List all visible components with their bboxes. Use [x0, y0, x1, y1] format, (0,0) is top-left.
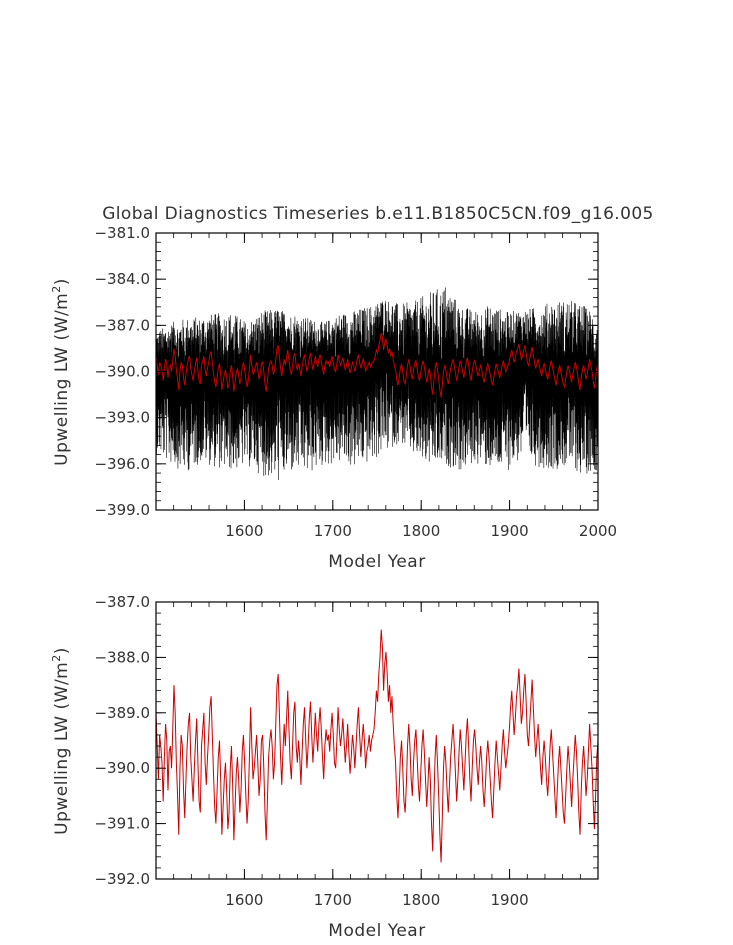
- chart-top: Global Diagnostics Timeseries b.e11.B185…: [50, 204, 654, 572]
- y-tick-label: −388.0: [94, 648, 150, 666]
- y-tick-label: −391.0: [94, 815, 150, 833]
- x-tick-label: 1600: [225, 522, 263, 540]
- series-annual: [155, 629, 599, 863]
- x-tick-label: 1600: [225, 891, 263, 909]
- series-high-frequency: [155, 287, 599, 480]
- y-tick-label: −390.0: [94, 363, 150, 381]
- x-axis-title: Model Year: [328, 552, 425, 572]
- y-axis-title: Upwelling LW (W/m2): [50, 647, 72, 835]
- y-tick-label: −387.0: [94, 593, 150, 611]
- y-tick-label: −384.0: [94, 270, 150, 288]
- x-tick-label: 1700: [314, 891, 352, 909]
- chart-title: Global Diagnostics Timeseries b.e11.B185…: [102, 204, 654, 224]
- chart-bottom: −387.0 −388.0 −389.0 −390.0 −391.0 −392.0 160…: [50, 593, 599, 941]
- y-tick-label: −390.0: [94, 759, 150, 777]
- series-annual: [155, 332, 599, 398]
- x-tick-label: 1900: [491, 522, 529, 540]
- y-axis: −381.0 −384.0 −387.0 −390.0 −393.0 −396.0 −399…: [94, 224, 598, 519]
- x-axis: 1600 1700 1800 1900: [155, 602, 599, 909]
- x-tick-label: 1800: [402, 522, 440, 540]
- x-tick-label: 1900: [491, 891, 529, 909]
- x-tick-label: 1700: [314, 522, 352, 540]
- y-tick-label: −393.0: [94, 409, 150, 427]
- series-line-annual: [155, 629, 599, 863]
- x-tick-label: 2000: [579, 522, 617, 540]
- y-tick-label: −387.0: [94, 316, 150, 334]
- y-tick-label: −399.0: [94, 501, 150, 519]
- plot-frame: [155, 601, 599, 880]
- y-tick-label: −392.0: [94, 870, 150, 888]
- y-tick-label: −381.0: [94, 224, 150, 242]
- y-axis: −387.0 −388.0 −389.0 −390.0 −391.0 −392.0: [94, 593, 598, 888]
- series-line-annual: [155, 332, 599, 398]
- x-tick-label: 1800: [402, 891, 440, 909]
- series-line-high-frequency: [155, 287, 599, 480]
- y-tick-label: −389.0: [94, 704, 150, 722]
- y-axis-title: Upwelling LW (W/m2): [50, 278, 72, 466]
- x-axis-title: Model Year: [328, 921, 425, 941]
- x-axis: 1600 1700 1800 1900 2000: [155, 233, 617, 540]
- y-tick-label: −396.0: [94, 455, 150, 473]
